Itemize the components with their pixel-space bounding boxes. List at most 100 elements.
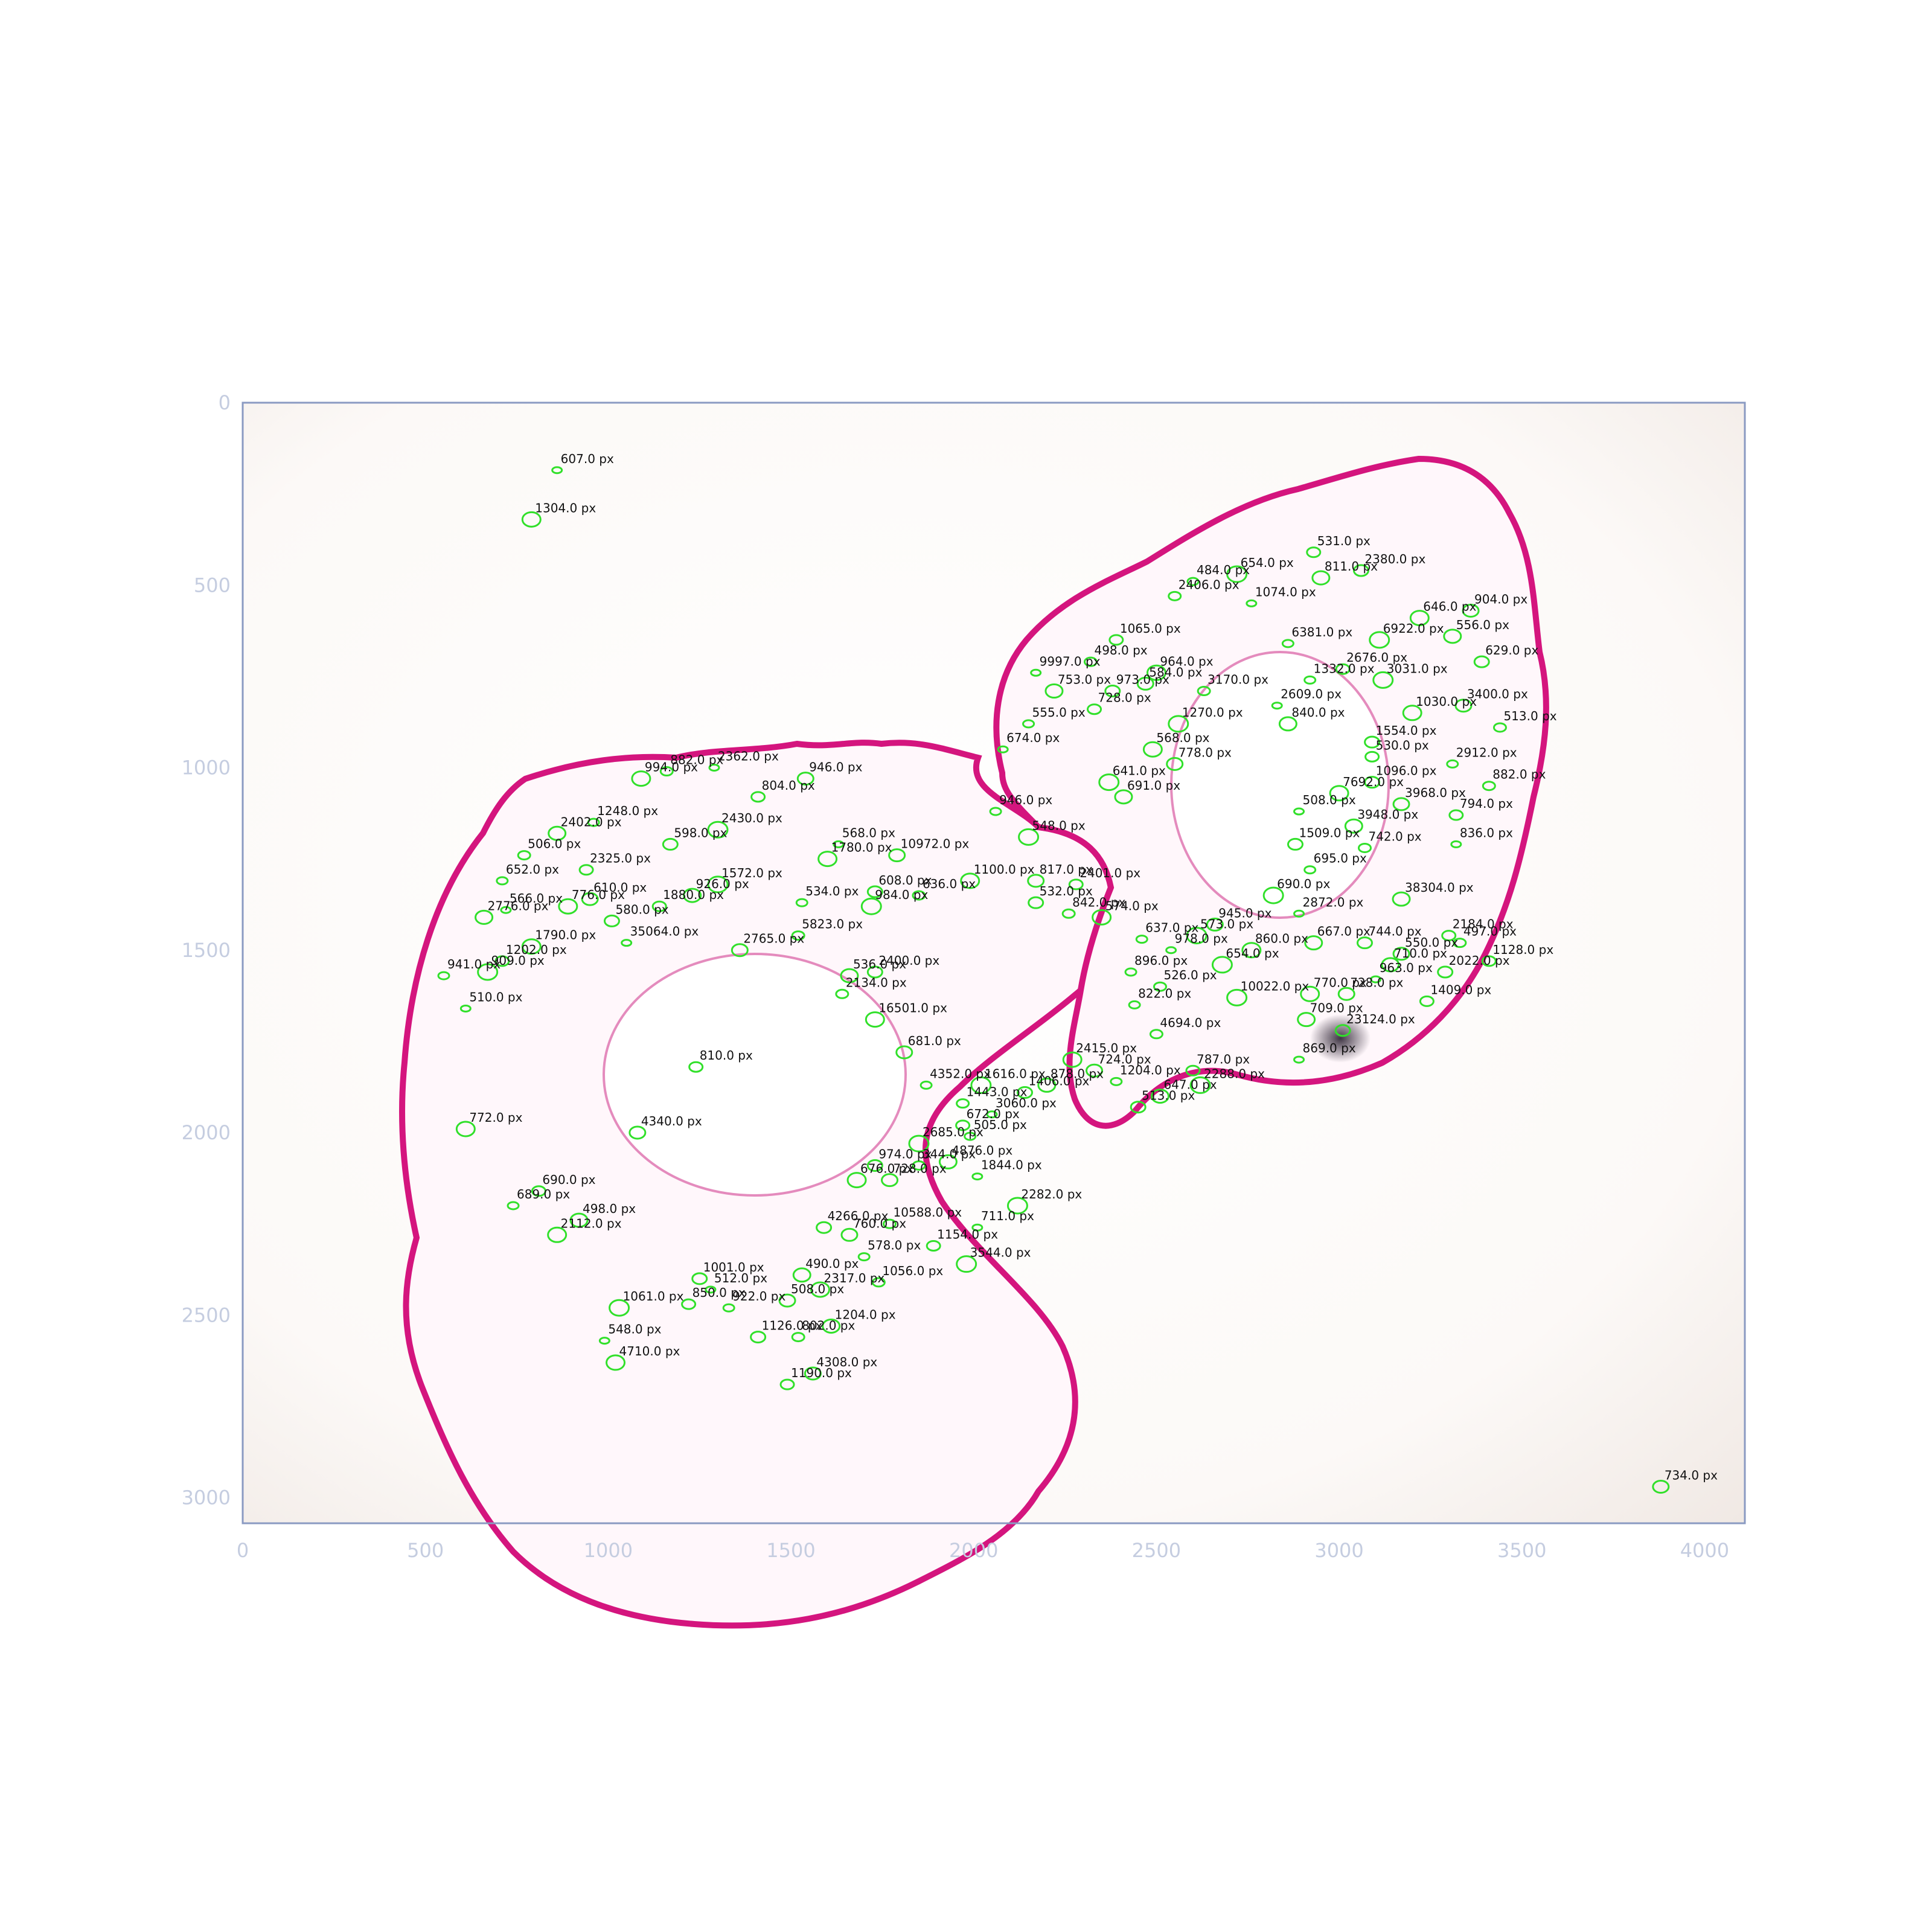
area-label: 654.0 px bbox=[1226, 946, 1279, 961]
area-label: 1248.0 px bbox=[597, 804, 658, 818]
area-label: 1780.0 px bbox=[831, 840, 892, 855]
contour-marker bbox=[651, 900, 667, 912]
area-label: 2184.0 px bbox=[1453, 917, 1514, 932]
contour-marker bbox=[437, 971, 450, 980]
contour-marker bbox=[1300, 985, 1320, 1002]
area-label: 9997.0 px bbox=[1040, 654, 1101, 668]
contour-marker bbox=[1446, 759, 1459, 769]
contour-marker bbox=[1142, 741, 1163, 758]
x-tick-label: 0 bbox=[237, 1539, 249, 1562]
area-label: 836.0 px bbox=[1460, 825, 1513, 840]
contour-marker bbox=[1135, 935, 1148, 944]
contour-marker bbox=[1303, 675, 1317, 685]
contour-marker bbox=[989, 807, 1002, 816]
area-label: 641.0 px bbox=[1113, 764, 1166, 778]
contour-marker bbox=[912, 1160, 926, 1171]
plot-area: 607.0 px 1304.0 px 734.0 px 531.0 px 484.0 p… bbox=[242, 401, 1746, 1629]
contour-marker bbox=[1149, 1029, 1163, 1040]
contour-marker bbox=[846, 1172, 867, 1189]
contour-marker bbox=[1165, 946, 1177, 955]
contour-marker bbox=[603, 914, 620, 927]
area-label: 4352.0 px bbox=[930, 1066, 991, 1081]
contour-marker bbox=[691, 1272, 708, 1285]
dark-stain-spot bbox=[1310, 1014, 1371, 1063]
contour-marker bbox=[688, 1061, 704, 1073]
area-label: 548.0 px bbox=[1032, 818, 1086, 833]
area-label: 984.0 px bbox=[875, 888, 928, 902]
area-label: 16501.0 px bbox=[878, 1001, 947, 1016]
area-label: 508.0 px bbox=[791, 1282, 844, 1296]
area-label: 1406.0 px bbox=[1029, 1074, 1090, 1089]
area-label: 556.0 px bbox=[1456, 618, 1509, 632]
area-label: 810.0 px bbox=[700, 1048, 753, 1063]
contour-marker bbox=[840, 1227, 859, 1242]
area-label: 978.0 px bbox=[1175, 932, 1228, 946]
contour-marker bbox=[1352, 564, 1369, 577]
x-tick-label: 1500 bbox=[766, 1539, 815, 1562]
contour-marker bbox=[705, 1285, 717, 1294]
area-label: 490.0 px bbox=[805, 1256, 859, 1271]
area-label: 941.0 px bbox=[447, 957, 501, 971]
area-label: 10588.0 px bbox=[894, 1205, 962, 1220]
area-label: 1030.0 px bbox=[1416, 694, 1477, 709]
area-label: 530.0 px bbox=[1376, 738, 1429, 752]
area-label: 676.0 px bbox=[860, 1162, 913, 1176]
y-tick-label: 500 bbox=[194, 574, 231, 597]
area-label: 689.0 px bbox=[517, 1187, 570, 1201]
contour-marker bbox=[1262, 886, 1284, 904]
area-label: 505.0 px bbox=[974, 1118, 1027, 1132]
contour-marker bbox=[722, 1303, 735, 1313]
area-label: 2362.0 px bbox=[718, 749, 779, 763]
contour-marker bbox=[1473, 655, 1490, 668]
area-label: 728.0 px bbox=[1350, 975, 1403, 990]
contour-marker bbox=[810, 1281, 831, 1298]
contour-marker bbox=[1128, 1000, 1141, 1009]
area-label: 510.0 px bbox=[469, 990, 522, 1004]
y-tick-label: 2000 bbox=[182, 1121, 231, 1144]
area-label: 3400.0 px bbox=[1467, 687, 1528, 702]
area-label: 3170.0 px bbox=[1208, 673, 1268, 687]
area-label: 574.0 px bbox=[1105, 898, 1159, 913]
area-label: 555.0 px bbox=[1032, 705, 1086, 720]
contour-marker bbox=[1356, 936, 1373, 950]
area-label: 610.0 px bbox=[593, 880, 647, 895]
contour-marker bbox=[681, 1298, 697, 1310]
area-label: 672.0 px bbox=[967, 1107, 1020, 1121]
contour-marker bbox=[1450, 840, 1462, 848]
axes-frame bbox=[242, 401, 1746, 1524]
area-label: 654.0 px bbox=[1241, 555, 1294, 570]
contour-marker bbox=[1083, 656, 1098, 667]
area-label: 3544.0 px bbox=[970, 1246, 1031, 1260]
area-label: 1126.0 px bbox=[762, 1319, 823, 1333]
contour-marker bbox=[459, 1004, 472, 1012]
area-label: 2765.0 px bbox=[743, 932, 804, 946]
area-label: 860.0 px bbox=[1255, 932, 1308, 946]
area-label: 1790.0 px bbox=[535, 928, 596, 942]
area-label: 2317.0 px bbox=[824, 1271, 885, 1285]
area-label: 498.0 px bbox=[583, 1201, 636, 1216]
area-label: 1154.0 px bbox=[937, 1227, 998, 1241]
area-label: 1202.0 px bbox=[506, 942, 567, 957]
contour-marker bbox=[1206, 917, 1224, 932]
contour-marker bbox=[964, 1131, 977, 1141]
contour-marker bbox=[1462, 604, 1480, 618]
contour-marker bbox=[895, 1045, 913, 1060]
contour-marker bbox=[1030, 668, 1042, 677]
contour-marker bbox=[496, 876, 509, 886]
contour-marker bbox=[1017, 1086, 1034, 1099]
contour-marker bbox=[1166, 756, 1184, 771]
contour-marker bbox=[1370, 975, 1382, 984]
contour-marker bbox=[1492, 722, 1507, 733]
contour-marker bbox=[778, 1293, 796, 1308]
contour-marker bbox=[581, 892, 599, 906]
area-label: 1443.0 px bbox=[967, 1085, 1028, 1099]
contour-marker bbox=[1146, 664, 1166, 681]
area-label: 728.0 px bbox=[1098, 691, 1151, 705]
y-tick-label: 3000 bbox=[182, 1486, 231, 1509]
area-label: 744.0 px bbox=[1368, 924, 1421, 939]
contour-marker bbox=[956, 1098, 970, 1109]
contour-marker bbox=[531, 1185, 546, 1197]
area-label: 946.0 px bbox=[809, 760, 862, 775]
area-label: 652.0 px bbox=[506, 862, 559, 877]
